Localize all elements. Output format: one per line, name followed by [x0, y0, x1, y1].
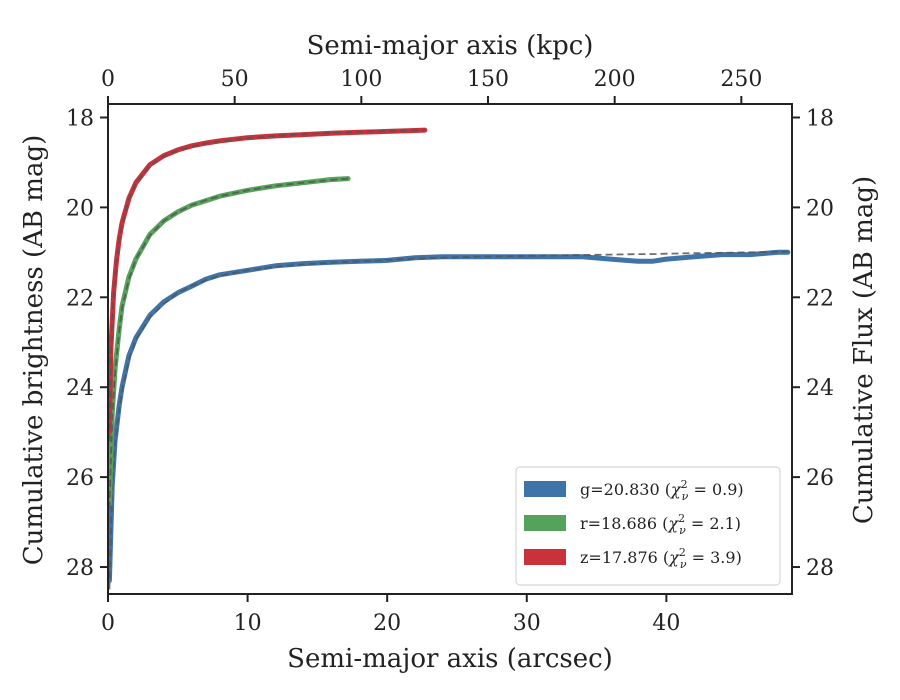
- y-tick-label: 24: [66, 376, 94, 401]
- series-line-z: [106, 127, 428, 435]
- series-z: [106, 127, 428, 442]
- y-tick-label: 26: [66, 466, 94, 491]
- legend-label-z: z=17.876 (χ2 ν = 3.9): [580, 546, 742, 571]
- y2-tick-label: 20: [806, 196, 834, 221]
- x2-tick-label: 250: [720, 67, 762, 92]
- y2-tick-label: 26: [806, 466, 834, 491]
- y2-tick-label: 22: [806, 286, 834, 311]
- x2-tick-label: 0: [101, 67, 115, 92]
- x-tick-label: 0: [101, 611, 115, 636]
- x-tick-label: 30: [513, 611, 541, 636]
- y-tick-label: 22: [66, 286, 94, 311]
- x-axis-label: Semi-major axis (arcsec): [287, 644, 613, 674]
- x2-axis-label: Semi-major axis (kpc): [307, 31, 594, 61]
- y-tick-label: 18: [66, 106, 94, 131]
- y-tick-label: 28: [66, 556, 94, 581]
- plot-frame: [107, 103, 793, 595]
- legend-swatch-r: [524, 515, 566, 531]
- y2-tick-label: 18: [806, 106, 834, 131]
- x2-tick-label: 200: [594, 67, 636, 92]
- x-tick-label: 20: [373, 611, 401, 636]
- legend-swatch-z: [524, 549, 566, 565]
- legend-box: [515, 466, 781, 586]
- model-fit-line-r: [108, 177, 349, 509]
- series-r: [106, 176, 351, 509]
- x2-tick-label: 100: [340, 67, 382, 92]
- series-line-r: [106, 176, 351, 507]
- x-tick-label: 10: [234, 611, 262, 636]
- y2-tick-label: 28: [806, 556, 834, 581]
- legend-swatch-g: [524, 481, 566, 497]
- ticks-layer: 0 10 20 30 40 0 50 100 150 200 250 18 18 20 20 22 22 24 24…: [66, 67, 834, 636]
- y2-axis-label: Cumulative Flux (AB mag): [849, 176, 879, 524]
- model-fit-line-g: [108, 250, 788, 590]
- series-layer: [106, 127, 791, 590]
- y-tick-label: 20: [66, 196, 94, 221]
- legend-label-g: g=20.830 (χ2 ν = 0.9): [580, 478, 744, 503]
- legend-label-r: r=18.686 (χ2 ν = 2.1): [580, 512, 741, 537]
- x2-tick-label: 150: [467, 67, 509, 92]
- plot-area: [106, 127, 791, 590]
- model-fit-line-z: [108, 128, 425, 442]
- legend: g=20.830 (χ2 ν = 0.9) r=18.686 (χ2 ν = 2.1)…: [515, 466, 781, 586]
- y-axis-label: Cumulative brightness (AB mag): [19, 135, 49, 566]
- y2-tick-label: 24: [806, 376, 834, 401]
- series-g: [106, 249, 791, 590]
- x-tick-label: 40: [652, 611, 680, 636]
- x2-tick-label: 50: [221, 67, 249, 92]
